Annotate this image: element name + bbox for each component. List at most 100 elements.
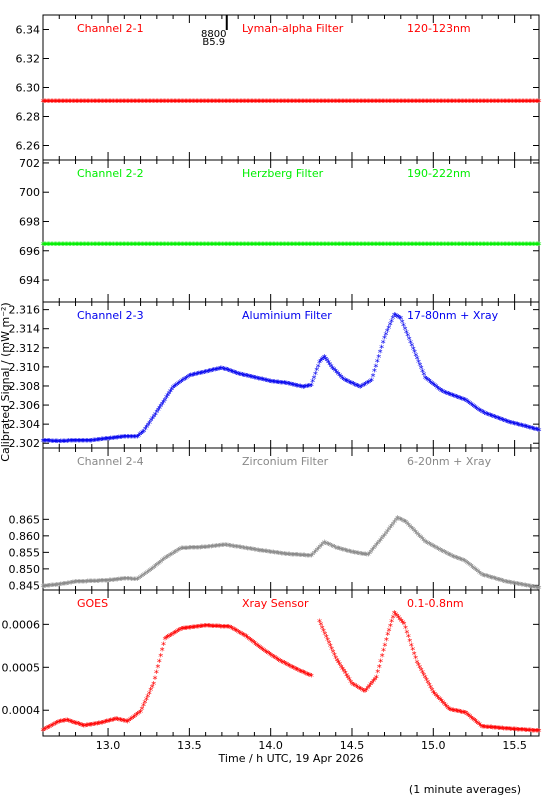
data-point: * (143, 240, 148, 251)
data-point: * (125, 98, 130, 109)
data-point: * (419, 364, 424, 375)
data-point: * (532, 425, 537, 436)
data-point: * (360, 686, 365, 697)
data-point: * (50, 240, 55, 251)
data-point: * (50, 582, 55, 593)
data-point: * (99, 240, 104, 251)
data-point: * (516, 580, 521, 591)
data-point: * (415, 659, 420, 670)
data-point: * (378, 657, 383, 668)
data-point: * (518, 98, 523, 109)
data-point: * (126, 575, 131, 586)
data-point: * (85, 578, 90, 589)
data-point: * (323, 98, 328, 109)
data-point: * (260, 240, 265, 251)
data-point: * (68, 437, 73, 448)
data-point: * (333, 544, 338, 555)
data-point: * (240, 371, 245, 382)
data-point: * (467, 713, 472, 724)
data-point: * (256, 240, 261, 251)
data-point: * (274, 549, 279, 560)
data-point: * (485, 723, 490, 734)
data-point: * (207, 543, 212, 554)
data-point: * (534, 727, 539, 738)
data-point: * (339, 373, 344, 384)
data-point: * (448, 391, 453, 402)
data-point: * (179, 545, 184, 556)
data-point: * (144, 98, 149, 109)
data-point: * (524, 582, 529, 593)
data-point: * (130, 433, 135, 444)
data-point: * (93, 720, 98, 731)
data-point: * (144, 423, 149, 434)
data-point: * (202, 240, 207, 251)
data-point: * (341, 667, 346, 678)
data-point: * (132, 575, 137, 586)
data-point: * (461, 98, 466, 109)
data-point: * (420, 367, 425, 378)
data-point: * (228, 623, 233, 634)
data-point: * (114, 240, 119, 251)
data-point: * (402, 620, 407, 631)
data-point: * (504, 418, 509, 429)
data-point: * (267, 650, 272, 661)
data-point: * (305, 670, 310, 681)
data-point: * (410, 646, 415, 657)
data-point: * (461, 709, 466, 720)
data-point: * (484, 723, 489, 734)
data-point: * (349, 380, 354, 391)
data-point: * (383, 529, 388, 540)
data-point: * (404, 628, 409, 639)
data-point: * (160, 557, 165, 568)
data-point: * (241, 544, 246, 555)
data-point: * (389, 317, 394, 328)
data-point: * (103, 98, 108, 109)
data-point: * (65, 437, 70, 448)
data-point: * (307, 240, 312, 251)
data-point: * (214, 240, 219, 251)
data-point: * (267, 548, 272, 559)
data-point: * (74, 240, 79, 251)
data-point: * (81, 240, 86, 251)
data-point: * (327, 360, 332, 371)
data-point: * (299, 668, 304, 679)
data-point: * (428, 684, 433, 695)
data-point: * (190, 98, 195, 109)
data-point: * (399, 240, 404, 251)
data-point: * (157, 240, 162, 251)
data-point: * (311, 98, 316, 109)
data-point: * (298, 667, 303, 678)
data-point: * (363, 551, 368, 562)
data-point: * (493, 413, 498, 424)
data-point: * (513, 98, 518, 109)
data-point: * (156, 560, 161, 571)
data-point: * (423, 98, 428, 109)
data-point: * (157, 404, 162, 415)
data-point: * (174, 98, 179, 109)
data-point: * (488, 98, 493, 109)
data-point: * (84, 722, 89, 733)
data-point: * (207, 367, 212, 378)
data-point: * (188, 372, 193, 383)
data-point: * (141, 427, 146, 438)
data-point: * (247, 98, 252, 109)
data-point: * (173, 628, 178, 639)
data-point: * (129, 98, 134, 109)
data-point: * (348, 548, 353, 559)
data-point: * (410, 240, 415, 251)
y-tick-label: 6.26 (16, 140, 41, 153)
data-point: * (482, 98, 487, 109)
data-point: * (307, 552, 312, 563)
data-point: * (523, 423, 528, 434)
data-point: * (432, 543, 437, 554)
data-point: * (42, 240, 47, 251)
data-point: * (56, 240, 61, 251)
data-point: * (242, 632, 247, 643)
data-point: * (358, 550, 363, 561)
data-point: * (257, 98, 262, 109)
data-point: * (152, 240, 157, 251)
data-point: * (86, 240, 91, 251)
data-point: * (106, 98, 111, 109)
data-point: * (378, 348, 383, 359)
data-point: * (104, 98, 109, 109)
